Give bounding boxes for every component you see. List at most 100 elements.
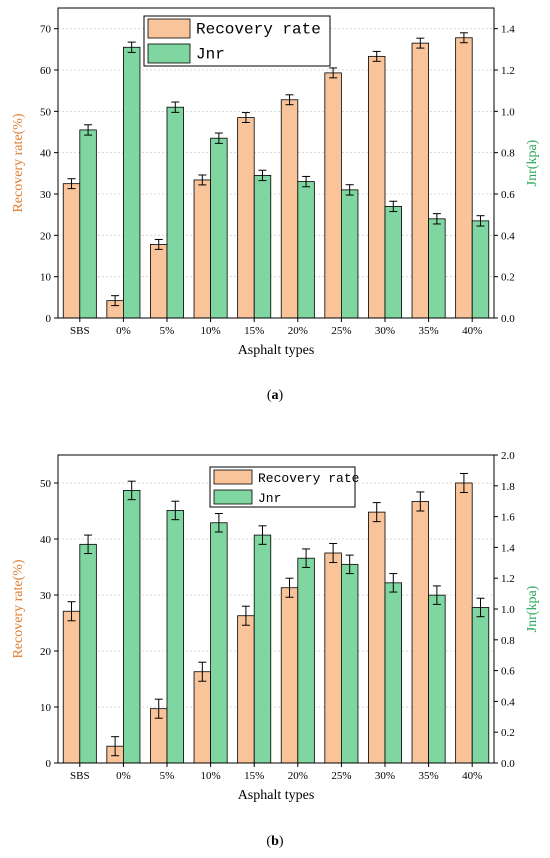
bar-jnr: [123, 46, 141, 319]
x-tick-label: 0%: [116, 770, 131, 782]
bar-recovery: [193, 671, 211, 764]
right-tick-label: 0.0: [501, 758, 515, 770]
bar-jnr: [384, 582, 402, 764]
right-tick-label: 2.0: [501, 450, 515, 462]
bar-jnr: [384, 205, 402, 319]
x-tick-label: 0%: [116, 325, 131, 337]
legend: Recovery rate Jnr: [209, 466, 359, 508]
legend-label-recovery: Recovery rate: [196, 21, 321, 39]
legend-swatch-jnr: [147, 43, 191, 64]
bar-recovery: [324, 552, 342, 764]
chart-panel-a: 0 10 20 30 40 50 60 70 0.0 0.2 0.4 0.6 0.8 1.0 1.2 1.4 S…: [11, 7, 540, 358]
right-axis-label: Jnr(kpa): [525, 585, 540, 632]
x-axis-label: Asphalt types: [238, 343, 315, 358]
right-tick-label: 1.4: [501, 542, 515, 554]
right-tick-label: 0.2: [501, 727, 515, 739]
bar-recovery: [324, 72, 342, 319]
bar-jnr: [297, 557, 315, 764]
right-tick-label: 0.4: [501, 696, 515, 708]
left-tick-label: 40: [40, 534, 52, 546]
x-tick-label: 30%: [375, 325, 395, 337]
x-tick-label: 25%: [331, 770, 351, 782]
left-tick-label: 30: [40, 590, 52, 602]
legend-swatch-recovery: [147, 18, 191, 39]
left-tick-label: 50: [40, 106, 52, 118]
right-tick-label: 1.2: [501, 573, 515, 585]
legend-label-jnr: Jnr: [258, 491, 281, 506]
bar-jnr: [340, 189, 359, 319]
chart-panel-b: 0 10 20 30 40 50 0.0 0.2 0.4 0.6 0.8 1.0 1.2 1.4 1.6 1.…: [11, 450, 540, 803]
bar-jnr: [471, 220, 490, 319]
legend-swatch-recovery: [213, 469, 253, 485]
bar-jnr: [428, 594, 446, 764]
bar-jnr: [123, 490, 141, 764]
right-tick-label: 1.0: [501, 106, 515, 118]
bar-recovery: [411, 42, 430, 319]
bar-recovery: [237, 117, 255, 319]
bar-jnr: [471, 607, 490, 764]
x-tick-label: 10%: [201, 770, 221, 782]
bar-jnr: [166, 510, 184, 764]
caption-a: (a): [266, 388, 284, 403]
bar-recovery: [368, 511, 386, 764]
x-tick-label: 40%: [462, 770, 482, 782]
left-tick-label: 0: [46, 313, 52, 325]
bar-recovery: [455, 37, 473, 319]
right-tick-label: 1.2: [501, 65, 515, 77]
bar-jnr: [166, 106, 184, 319]
x-tick-label: 20%: [288, 325, 308, 337]
x-tick-label: 10%: [201, 325, 221, 337]
caption-a-label: a: [271, 388, 279, 403]
bar-recovery: [368, 55, 386, 319]
right-tick-label: 1.0: [501, 604, 515, 616]
left-tick-label: 10: [40, 272, 52, 284]
right-tick-label: 0.6: [501, 666, 515, 678]
bar-recovery: [455, 482, 473, 764]
right-tick-label: 1.8: [501, 481, 515, 493]
x-tick-label: 20%: [288, 770, 308, 782]
left-tick-label: 0: [46, 758, 52, 770]
bar-jnr: [428, 218, 446, 319]
x-tick-label: 15%: [244, 770, 264, 782]
right-tick-label: 0.4: [501, 230, 515, 242]
x-tick-label: SBS: [70, 325, 90, 337]
left-axis-label: Recovery rate(%): [11, 559, 26, 658]
left-tick-label: 60: [40, 65, 52, 77]
left-tick-label: 10: [40, 702, 52, 714]
left-tick-label: 20: [40, 230, 52, 242]
x-tick-label: 35%: [419, 325, 439, 337]
right-tick-label: 1.6: [501, 512, 515, 524]
right-tick-label: 0.0: [501, 313, 515, 325]
bar-jnr: [340, 563, 359, 764]
bar-recovery: [411, 501, 430, 764]
right-tick-label: 0.6: [501, 189, 515, 201]
bar-recovery: [193, 179, 211, 319]
right-axis-label: Jnr(kpa): [525, 139, 540, 186]
plot-frame: [57, 7, 495, 319]
bar-jnr: [253, 534, 272, 764]
caption-b-label: b: [271, 834, 279, 849]
left-tick-label: 70: [40, 24, 52, 36]
left-tick-label: 20: [40, 646, 52, 658]
bar-jnr: [79, 129, 97, 319]
left-axis-label: Recovery rate(%): [11, 113, 26, 212]
bar-jnr: [79, 543, 97, 764]
right-tick-label: 0.2: [501, 272, 515, 284]
bar-jnr: [253, 174, 272, 319]
x-tick-label: 30%: [375, 770, 395, 782]
right-tick-label: 1.4: [501, 24, 515, 36]
bar-recovery: [237, 615, 255, 764]
right-tick-label: 0.8: [501, 148, 515, 160]
x-tick-label: 35%: [419, 770, 439, 782]
bar-jnr: [210, 522, 228, 764]
x-tick-label: SBS: [70, 770, 90, 782]
bar-recovery: [62, 183, 81, 319]
bar-recovery: [150, 244, 168, 319]
bar-jnr: [210, 137, 228, 319]
x-tick-label: 5%: [160, 325, 175, 337]
legend: Recovery rate Jnr: [143, 15, 331, 67]
caption-b: (b): [266, 834, 284, 849]
right-tick-label: 0.8: [501, 635, 515, 647]
bar-recovery: [62, 610, 81, 764]
legend-label-recovery: Recovery rate: [258, 471, 359, 486]
